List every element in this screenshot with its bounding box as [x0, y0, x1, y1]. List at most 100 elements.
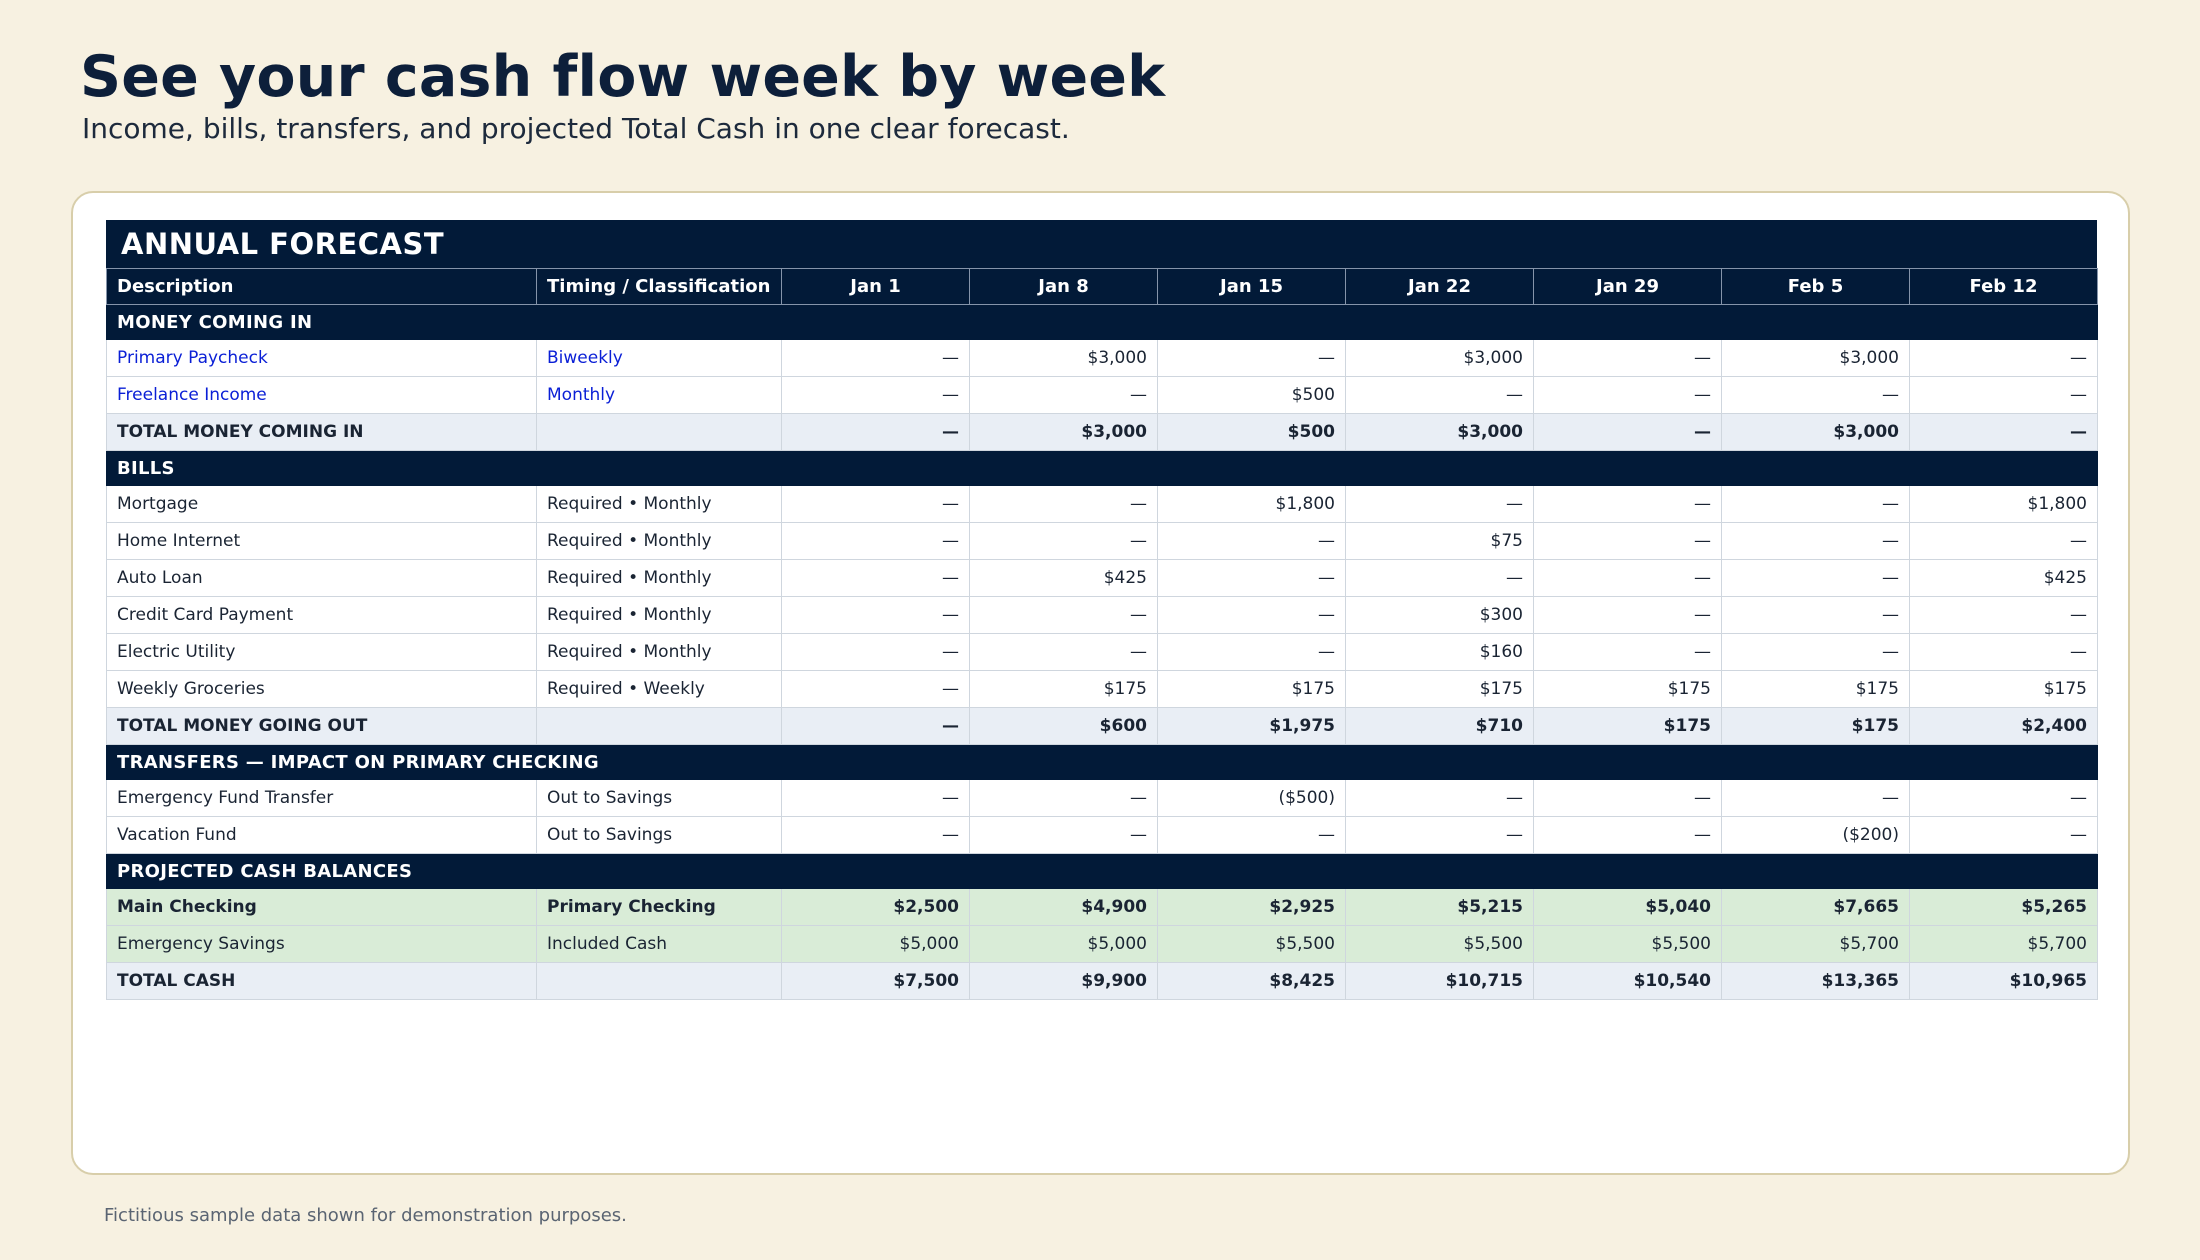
value-cell[interactable]: $175 — [1345, 670, 1534, 708]
value-cell[interactable]: $175 — [1721, 670, 1910, 708]
value-cell[interactable]: $10,540 — [1533, 962, 1722, 1000]
value-cell[interactable]: $7,665 — [1721, 888, 1910, 926]
table-row[interactable]: Weekly Groceries Required • Weekly — $175 $1… — [106, 670, 2098, 708]
value-cell[interactable]: — — [781, 816, 970, 854]
value-cell[interactable]: — — [1721, 485, 1910, 523]
value-cell[interactable]: $500 — [1157, 376, 1346, 414]
value-cell[interactable]: — — [1345, 816, 1534, 854]
value-cell[interactable]: $75 — [1345, 522, 1534, 560]
value-cell[interactable]: $5,040 — [1533, 888, 1722, 926]
value-cell[interactable]: $2,400 — [1909, 707, 2098, 745]
value-cell[interactable]: — — [1157, 339, 1346, 377]
value-cell[interactable]: $5,700 — [1721, 925, 1910, 963]
value-cell[interactable]: $2,500 — [781, 888, 970, 926]
value-cell[interactable]: — — [1721, 779, 1910, 817]
value-cell[interactable]: — — [969, 485, 1158, 523]
value-cell[interactable]: $1,800 — [1909, 485, 2098, 523]
value-cell[interactable]: $5,500 — [1157, 925, 1346, 963]
value-cell[interactable]: — — [1533, 816, 1722, 854]
value-cell[interactable]: $5,500 — [1345, 925, 1534, 963]
value-cell[interactable]: — — [781, 670, 970, 708]
value-cell[interactable]: — — [781, 522, 970, 560]
row-timing[interactable]: Biweekly — [536, 339, 782, 377]
table-row[interactable]: Primary Paycheck Biweekly — $3,000— $3,000— $… — [106, 339, 2098, 377]
value-cell[interactable]: $2,925 — [1157, 888, 1346, 926]
value-cell[interactable]: — — [1345, 779, 1534, 817]
column-header[interactable]: Feb 12 — [1909, 268, 2098, 305]
table-row[interactable]: TOTAL CASH $7,500 $9,900 $8,425 $10,715 $10,5… — [106, 962, 2098, 1000]
value-cell[interactable]: — — [969, 779, 1158, 817]
value-cell[interactable]: — — [1533, 559, 1722, 597]
column-header[interactable]: Timing / Classification — [536, 268, 782, 305]
value-cell[interactable]: — — [1533, 596, 1722, 634]
value-cell[interactable]: — — [1533, 522, 1722, 560]
value-cell[interactable]: — — [781, 376, 970, 414]
value-cell[interactable]: — — [781, 779, 970, 817]
table-row[interactable]: Vacation Fund Out to Savings — — — — — ($200) — — [106, 816, 2098, 854]
value-cell[interactable]: $5,265 — [1909, 888, 2098, 926]
value-cell[interactable]: $5,000 — [969, 925, 1158, 963]
value-cell[interactable]: $160 — [1345, 633, 1534, 671]
value-cell[interactable]: — — [969, 816, 1158, 854]
value-cell[interactable]: — — [1909, 596, 2098, 634]
value-cell[interactable]: $3,000 — [1345, 339, 1534, 377]
value-cell[interactable]: — — [781, 596, 970, 634]
value-cell[interactable]: — — [969, 522, 1158, 560]
value-cell[interactable]: $175 — [1721, 707, 1910, 745]
value-cell[interactable]: — — [1157, 816, 1346, 854]
value-cell[interactable]: $175 — [969, 670, 1158, 708]
table-row[interactable]: Mortgage Required • Monthly — — $1,800— — — $1,… — [106, 485, 2098, 523]
column-header[interactable]: Jan 15 — [1157, 268, 1346, 305]
value-cell[interactable]: — — [1157, 559, 1346, 597]
value-cell[interactable]: — — [1157, 633, 1346, 671]
value-cell[interactable]: $300 — [1345, 596, 1534, 634]
value-cell[interactable]: $7,500 — [781, 962, 970, 1000]
value-cell[interactable]: — — [1721, 559, 1910, 597]
value-cell[interactable]: $710 — [1345, 707, 1534, 745]
value-cell[interactable]: — — [1909, 779, 2098, 817]
table-row[interactable]: Electric Utility Required • Monthly — — — $16… — [106, 633, 2098, 671]
value-cell[interactable]: $10,715 — [1345, 962, 1534, 1000]
value-cell[interactable]: — — [1157, 596, 1346, 634]
value-cell[interactable]: $8,425 — [1157, 962, 1346, 1000]
column-header[interactable]: Jan 8 — [969, 268, 1158, 305]
value-cell[interactable]: — — [1721, 596, 1910, 634]
column-header[interactable]: Description — [106, 268, 537, 305]
column-header[interactable]: Feb 5 — [1721, 268, 1910, 305]
value-cell[interactable]: — — [781, 413, 970, 451]
row-description[interactable]: Primary Paycheck — [106, 339, 537, 377]
value-cell[interactable]: — — [1157, 522, 1346, 560]
value-cell[interactable]: $3,000 — [969, 339, 1158, 377]
value-cell[interactable]: $600 — [969, 707, 1158, 745]
value-cell[interactable]: — — [781, 339, 970, 377]
value-cell[interactable]: — — [781, 633, 970, 671]
table-row[interactable]: TOTAL MONEY GOING OUT — $600 $1,975 $710 $175… — [106, 707, 2098, 745]
value-cell[interactable]: — — [1345, 485, 1534, 523]
value-cell[interactable]: $5,000 — [781, 925, 970, 963]
table-row[interactable]: Emergency Savings Included Cash $5,000 $5,0… — [106, 925, 2098, 963]
value-cell[interactable]: — — [1909, 376, 2098, 414]
value-cell[interactable]: $3,000 — [1345, 413, 1534, 451]
table-row[interactable]: Freelance Income Monthly — — $500— — — — — [106, 376, 2098, 414]
value-cell[interactable]: $3,000 — [1721, 413, 1910, 451]
value-cell[interactable]: — — [1909, 413, 2098, 451]
table-row[interactable]: Auto Loan Required • Monthly — $425— — — — $425 — [106, 559, 2098, 597]
row-timing[interactable]: Monthly — [536, 376, 782, 414]
value-cell[interactable]: — — [1909, 816, 2098, 854]
value-cell[interactable]: ($500) — [1157, 779, 1346, 817]
value-cell[interactable]: $500 — [1157, 413, 1346, 451]
table-row[interactable]: Credit Card Payment Required • Monthly — — —… — [106, 596, 2098, 634]
value-cell[interactable]: $9,900 — [969, 962, 1158, 1000]
value-cell[interactable]: — — [1533, 339, 1722, 377]
column-header[interactable]: Jan 1 — [781, 268, 970, 305]
value-cell[interactable]: $175 — [1157, 670, 1346, 708]
value-cell[interactable]: — — [1533, 413, 1722, 451]
value-cell[interactable]: — — [969, 376, 1158, 414]
value-cell[interactable]: ($200) — [1721, 816, 1910, 854]
value-cell[interactable]: $5,700 — [1909, 925, 2098, 963]
value-cell[interactable]: $175 — [1533, 707, 1722, 745]
value-cell[interactable]: — — [1345, 376, 1534, 414]
value-cell[interactable]: — — [1909, 339, 2098, 377]
value-cell[interactable]: $1,975 — [1157, 707, 1346, 745]
table-row[interactable]: Emergency Fund Transfer Out to Savings — —(… — [106, 779, 2098, 817]
